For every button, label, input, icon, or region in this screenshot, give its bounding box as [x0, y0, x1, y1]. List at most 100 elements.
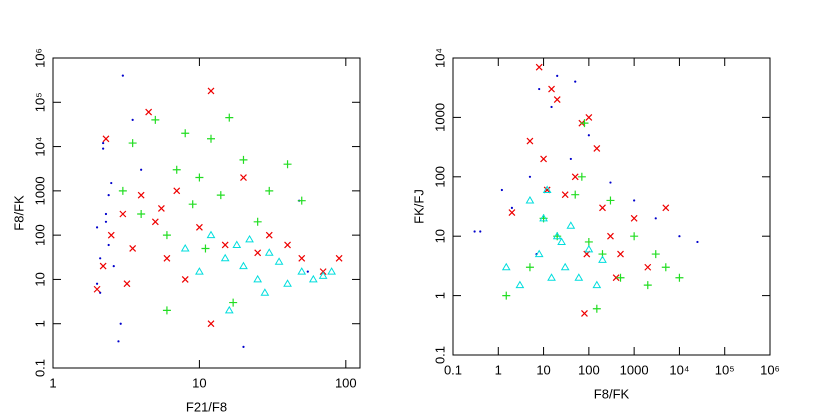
data-point [104, 212, 108, 216]
data-point [283, 160, 292, 169]
data-point [607, 232, 614, 240]
data-point [473, 230, 476, 233]
data-point [678, 235, 681, 238]
data-point [188, 200, 197, 209]
x-tick-label: 100 [578, 362, 600, 377]
data-point [121, 74, 124, 77]
data-point [207, 87, 215, 95]
data-point [239, 261, 248, 270]
data-point [617, 250, 624, 258]
data-point [587, 134, 590, 137]
series [502, 119, 684, 313]
data-point [195, 223, 203, 231]
y-tick-label: 1 [432, 292, 447, 299]
data-point [535, 63, 543, 71]
data-point [577, 172, 586, 181]
data-point [131, 118, 134, 122]
x-tick-label: 10⁶ [760, 362, 780, 377]
data-point [550, 105, 553, 109]
y-tick-label: 100 [432, 166, 447, 188]
y-tick-label: 1 [32, 320, 47, 327]
data-point [253, 217, 262, 226]
y-tick-label: 0.1 [32, 359, 47, 377]
data-point [201, 244, 210, 253]
x-tick-label: 10⁴ [669, 362, 689, 377]
data-point [162, 306, 171, 315]
data-point [574, 273, 584, 281]
data-point [93, 285, 101, 293]
data-point [137, 191, 145, 199]
data-point [99, 257, 102, 260]
data-point [525, 263, 534, 272]
data-point [538, 87, 541, 91]
data-point [651, 250, 660, 259]
data-point [560, 262, 570, 271]
data-point [102, 147, 105, 150]
data-point [283, 279, 292, 287]
data-point [584, 237, 593, 246]
data-point [510, 206, 514, 209]
y-tick-label: 0.1 [432, 346, 447, 364]
data-point [99, 262, 107, 270]
data-point [220, 253, 230, 262]
y-axis-title: FK/FJ [411, 189, 426, 224]
data-point [584, 244, 594, 253]
data-point [151, 115, 160, 124]
data-point [157, 205, 165, 212]
data-point [254, 249, 262, 257]
data-point [284, 241, 291, 249]
data-point [181, 276, 189, 283]
data-point [145, 108, 153, 116]
data-point [128, 139, 137, 148]
data-point [592, 304, 601, 313]
data-point [224, 305, 234, 314]
data-point [242, 345, 245, 348]
data-point [123, 280, 131, 288]
data-point [526, 137, 534, 145]
data-point [547, 273, 556, 281]
data-point [479, 230, 482, 233]
x-axis-title: F21/F8 [186, 399, 227, 414]
data-point [216, 191, 225, 200]
data-point [265, 186, 274, 195]
data-point [173, 187, 181, 195]
x-tick-label: 10⁵ [715, 362, 735, 377]
data-point [95, 226, 99, 229]
data-point [110, 181, 113, 185]
data-point [592, 280, 602, 289]
data-point [129, 245, 137, 252]
data-point [556, 74, 559, 77]
data-point [297, 267, 307, 275]
x-axis-title: F8/FK [594, 386, 630, 401]
data-point [181, 129, 190, 138]
data-point [206, 134, 215, 143]
data-point [162, 231, 171, 240]
x-tick-label: 10 [192, 375, 206, 390]
data-point [612, 274, 620, 282]
data-point [552, 231, 562, 240]
data-point [221, 241, 229, 249]
data-point [644, 263, 652, 271]
data-point [229, 298, 238, 307]
data-point [318, 271, 328, 279]
data-point [501, 262, 511, 271]
data-point [553, 96, 561, 103]
x-tick-label: 1 [49, 375, 56, 390]
data-point [606, 196, 615, 205]
series [508, 63, 670, 317]
series [118, 113, 306, 315]
data-point [502, 291, 511, 300]
data-point [119, 322, 122, 325]
data-point [195, 173, 204, 182]
data-point [675, 273, 684, 282]
y-tick-label: 10⁵ [32, 92, 47, 112]
data-point [574, 80, 577, 83]
series [473, 74, 699, 256]
data-point [265, 231, 273, 239]
data-point [557, 237, 566, 245]
y-axis-title: F8/FK [11, 195, 26, 231]
y-tick-label: 1000 [32, 176, 47, 205]
data-point [616, 273, 625, 282]
